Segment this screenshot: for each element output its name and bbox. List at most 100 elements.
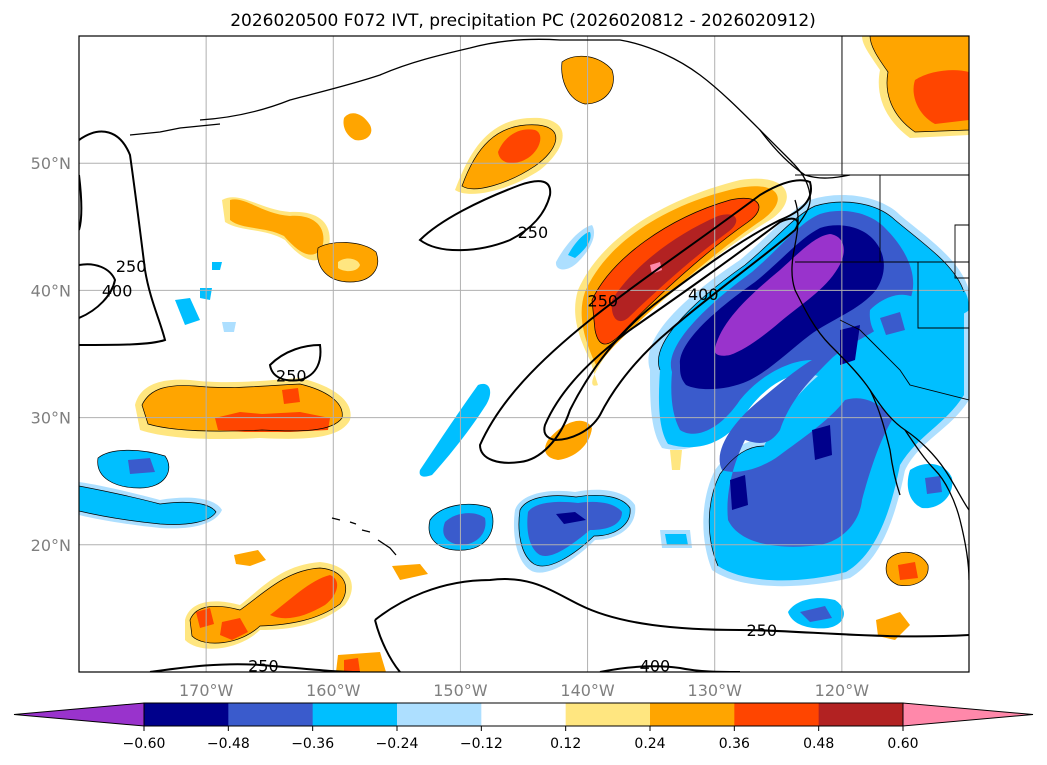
contour-label: 250	[116, 257, 147, 276]
colorbar-extend-high	[902, 702, 1034, 727]
blob-west45-036	[230, 199, 324, 255]
neg-band-060	[714, 234, 844, 356]
neg-west2-036	[128, 458, 155, 474]
neg-streak-024b	[568, 232, 591, 258]
neg-sub-048b	[812, 425, 832, 460]
neg-interior-024b	[940, 285, 969, 315]
colorbar-tick-label: 0.36	[719, 736, 750, 752]
ivt-250-south	[374, 578, 969, 638]
blob-19n-036	[234, 550, 266, 566]
neg-pac-024	[665, 534, 688, 545]
coast-baja	[869, 389, 901, 496]
ivt-250-ar	[478, 179, 812, 464]
neg-sub-048	[840, 325, 860, 365]
ivt-contour-labels: 250 400 250 250 400 250 250 250 400	[102, 223, 777, 676]
chart-title: 2026020500 F072 IVT, precipitation PC (2…	[230, 11, 816, 31]
neg-cpac-048	[556, 512, 586, 524]
neg-interior-036	[880, 312, 905, 335]
colorbar-segment	[228, 703, 314, 726]
blob-nepac-048	[498, 129, 541, 164]
blob-small-036	[343, 113, 372, 141]
gridlines	[79, 36, 969, 672]
contour-label: 400	[688, 285, 719, 304]
hawaii-islands	[331, 517, 397, 556]
colorbar-segment	[312, 703, 398, 726]
ivt-250-stub	[374, 619, 401, 672]
neg-sub-048c	[730, 475, 748, 510]
coast-bc	[759, 129, 811, 231]
x-tick-label: 170°W	[179, 681, 234, 700]
coast-mexico	[904, 429, 969, 581]
colorbar-segment	[650, 703, 735, 726]
blob-32n140-036	[545, 420, 592, 460]
neg-small-012	[222, 322, 236, 332]
colorbar-tick-label: −0.60	[123, 736, 166, 752]
blob-15n-048	[270, 575, 338, 619]
colorbar-tick-label: −0.36	[291, 736, 334, 752]
neg-small-024c	[212, 262, 222, 270]
blob-19n-036b	[392, 564, 428, 580]
blob-10n-036	[336, 652, 386, 672]
neg-small-024	[175, 298, 200, 325]
blob-small-024a	[670, 450, 682, 470]
ivt-250-north	[418, 180, 552, 252]
y-tick-label: 20°N	[31, 536, 71, 555]
neg-west-024	[79, 486, 216, 525]
blob-ne-048	[913, 70, 969, 124]
colorbar-tick-label: −0.48	[207, 736, 250, 752]
colorbar-segment	[565, 703, 651, 726]
ivt-400-west	[79, 263, 117, 319]
x-tick-label: 130°W	[688, 681, 743, 700]
contour-label: 250	[248, 657, 279, 676]
coastlines	[129, 38, 969, 581]
map-panel: 250 400 250 250 400 250 250 250 400	[79, 36, 969, 676]
ivt-250-west	[79, 130, 167, 346]
ivt-contours	[79, 130, 969, 672]
blob-10n-048	[344, 658, 360, 672]
blob-30n-048b	[282, 388, 300, 404]
neg-south-036	[800, 606, 832, 622]
neg-streak-024	[419, 383, 491, 477]
ivt-250-south2	[149, 663, 361, 672]
colorbar-segment	[734, 703, 820, 726]
y-tick-label: 30°N	[31, 409, 71, 428]
ivt-400-ar	[543, 217, 799, 442]
y-tick-label: 50°N	[31, 154, 71, 173]
neg-wpac-036	[443, 513, 486, 545]
blob-15n-048b	[220, 618, 248, 640]
coast-uswest	[791, 199, 969, 511]
x-tick-label: 140°W	[560, 681, 615, 700]
ar-band-060	[611, 214, 737, 322]
contour-label: 400	[102, 281, 133, 300]
y-tick-labels: 50°N 40°N 30°N 20°N	[31, 154, 71, 555]
blob-30n-048	[215, 412, 330, 432]
colorbar: −0.60 −0.48 −0.36 −0.24 −0.12 0.12 0.24 0.36 0.4…	[13, 702, 1034, 752]
blob-west43-hole	[338, 258, 360, 272]
contour-label: 250	[276, 367, 307, 386]
ivt-400-west2	[79, 174, 83, 231]
x-tick-label: 120°W	[815, 681, 870, 700]
colorbar-extend-low	[13, 702, 145, 727]
neg-mex-036	[925, 476, 942, 494]
borders	[795, 36, 969, 401]
colorbar-tick-label: 0.24	[634, 736, 665, 752]
colorbar-segment	[144, 703, 229, 726]
blob-15n-048c	[196, 608, 214, 628]
colorbar-segment	[397, 703, 482, 726]
colorbar-tick-label: −0.12	[460, 736, 503, 752]
x-tick-labels: 170°W 160°W 150°W 140°W 130°W 120°W	[179, 681, 869, 700]
shading-outlines	[79, 36, 969, 644]
colorbar-frame	[143, 702, 904, 727]
x-tick-label: 150°W	[433, 681, 488, 700]
contour-label: 250	[588, 292, 619, 311]
ar-band-max	[650, 262, 662, 274]
y-tick-label: 40°N	[31, 281, 71, 300]
precip-negative-shading	[79, 195, 969, 629]
colorbar-tick-label: 0.60	[887, 736, 918, 752]
x-tick-label: 160°W	[306, 681, 361, 700]
contour-label: 250	[746, 621, 777, 640]
coast-aleutians	[129, 123, 221, 136]
colorbar-segment	[481, 703, 567, 726]
colorbar-tick-label: −0.24	[376, 736, 419, 752]
